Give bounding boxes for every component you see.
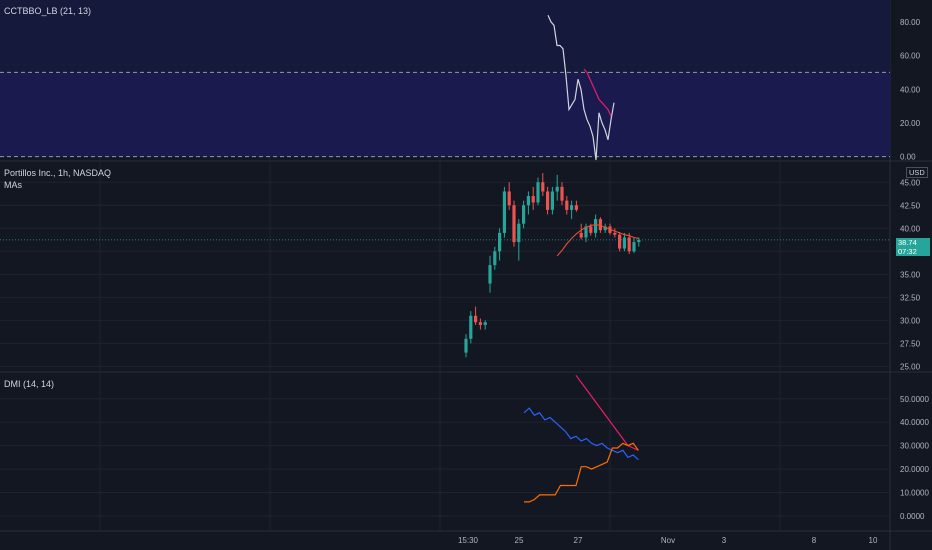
y-tick-label: 80.00 <box>900 18 921 27</box>
minus-di-line <box>523 407 639 461</box>
candle-body <box>627 237 631 252</box>
candle-body <box>536 182 540 203</box>
candle-body <box>517 223 521 243</box>
candle-body <box>637 239 641 243</box>
y-tick-label: 25.00 <box>900 362 921 371</box>
cctbbo-legend[interactable]: CCTBBO_LB (21, 13) <box>4 6 92 16</box>
candle-body <box>589 226 593 233</box>
candle-body <box>483 322 487 325</box>
dmi-legend[interactable]: DMI (14, 14) <box>4 379 55 389</box>
candle-body <box>613 232 617 235</box>
candle-body <box>498 232 502 252</box>
y-tick-label: 0.0000 <box>900 512 925 521</box>
x-tick-label: 3 <box>722 536 727 545</box>
candle-body <box>493 251 497 266</box>
cctbbo-signal-line <box>583 68 612 117</box>
x-tick-label: 15:30 <box>458 536 479 545</box>
candle-body <box>565 200 569 210</box>
y-tick-label: 42.50 <box>900 201 921 210</box>
oscillator-band <box>0 72 890 157</box>
cctbbo-pane[interactable] <box>0 0 890 161</box>
y-tick-label: 10.0000 <box>900 489 929 498</box>
x-tick-label: 27 <box>574 536 583 545</box>
candle-body <box>560 186 564 201</box>
y-tick-label: 40.00 <box>900 224 921 233</box>
y-tick-label: 35.00 <box>900 270 921 279</box>
ma-legend[interactable]: MAs <box>4 180 22 190</box>
candle-body <box>622 237 626 249</box>
candle-body <box>512 205 516 243</box>
x-tick-label: Nov <box>661 536 675 545</box>
candle-body <box>603 226 607 231</box>
candle-body <box>464 338 468 353</box>
candle-body <box>478 322 482 325</box>
candle-body <box>546 191 550 210</box>
price-pane[interactable] <box>0 173 890 358</box>
time-axis[interactable]: 15:30 25 27 Nov 3 8 10 <box>458 536 878 545</box>
candle-body <box>555 186 559 192</box>
candle-body <box>474 315 478 323</box>
candle-body <box>531 196 535 203</box>
moving-average-line <box>556 224 639 257</box>
candle-body <box>502 191 506 233</box>
candle-body <box>469 315 473 339</box>
last-price-badge: 38.74 <box>896 238 930 247</box>
cctbbo-line <box>547 14 615 161</box>
dmi-pane[interactable] <box>523 374 639 503</box>
plus-di-line <box>524 442 639 503</box>
candle-body <box>584 226 588 238</box>
candle-body <box>526 196 530 206</box>
x-tick-label: 25 <box>515 536 524 545</box>
candle-body <box>550 191 554 210</box>
oscillator-upper-zone <box>0 0 890 73</box>
x-tick-label: 10 <box>869 536 878 545</box>
y-tick-label: 0.00 <box>900 153 916 162</box>
candle-body <box>488 265 492 284</box>
y-tick-label: 45.00 <box>900 178 921 187</box>
countdown-badge: 07:32 <box>896 247 930 256</box>
y-tick-label: 40.00 <box>900 85 921 94</box>
y-tick-label: 30.0000 <box>900 442 929 451</box>
candle-body <box>541 182 545 192</box>
candle-body <box>594 219 598 233</box>
y-tick-label: 27.50 <box>900 339 921 348</box>
currency-label[interactable]: USD <box>906 167 928 178</box>
candle-body <box>579 232 583 238</box>
y-tick-label: 60.00 <box>900 52 921 61</box>
candle-body <box>598 219 602 231</box>
candle-body <box>618 234 622 249</box>
candle-body <box>507 191 511 206</box>
y-tick-label: 20.0000 <box>900 465 929 474</box>
candle-body <box>570 205 574 210</box>
y-tick-label: 50.0000 <box>900 395 929 404</box>
y-tick-label: 30.00 <box>900 316 921 325</box>
candle-body <box>522 205 526 224</box>
y-tick-label: 40.0000 <box>900 418 929 427</box>
candle-body <box>632 242 636 252</box>
y-tick-label: 20.00 <box>900 119 921 128</box>
candle-body <box>574 205 578 210</box>
price-legend[interactable]: Portillos Inc., 1h, NASDAQ <box>4 168 112 178</box>
x-tick-label: 8 <box>812 536 817 545</box>
y-tick-label: 32.50 <box>900 293 921 302</box>
